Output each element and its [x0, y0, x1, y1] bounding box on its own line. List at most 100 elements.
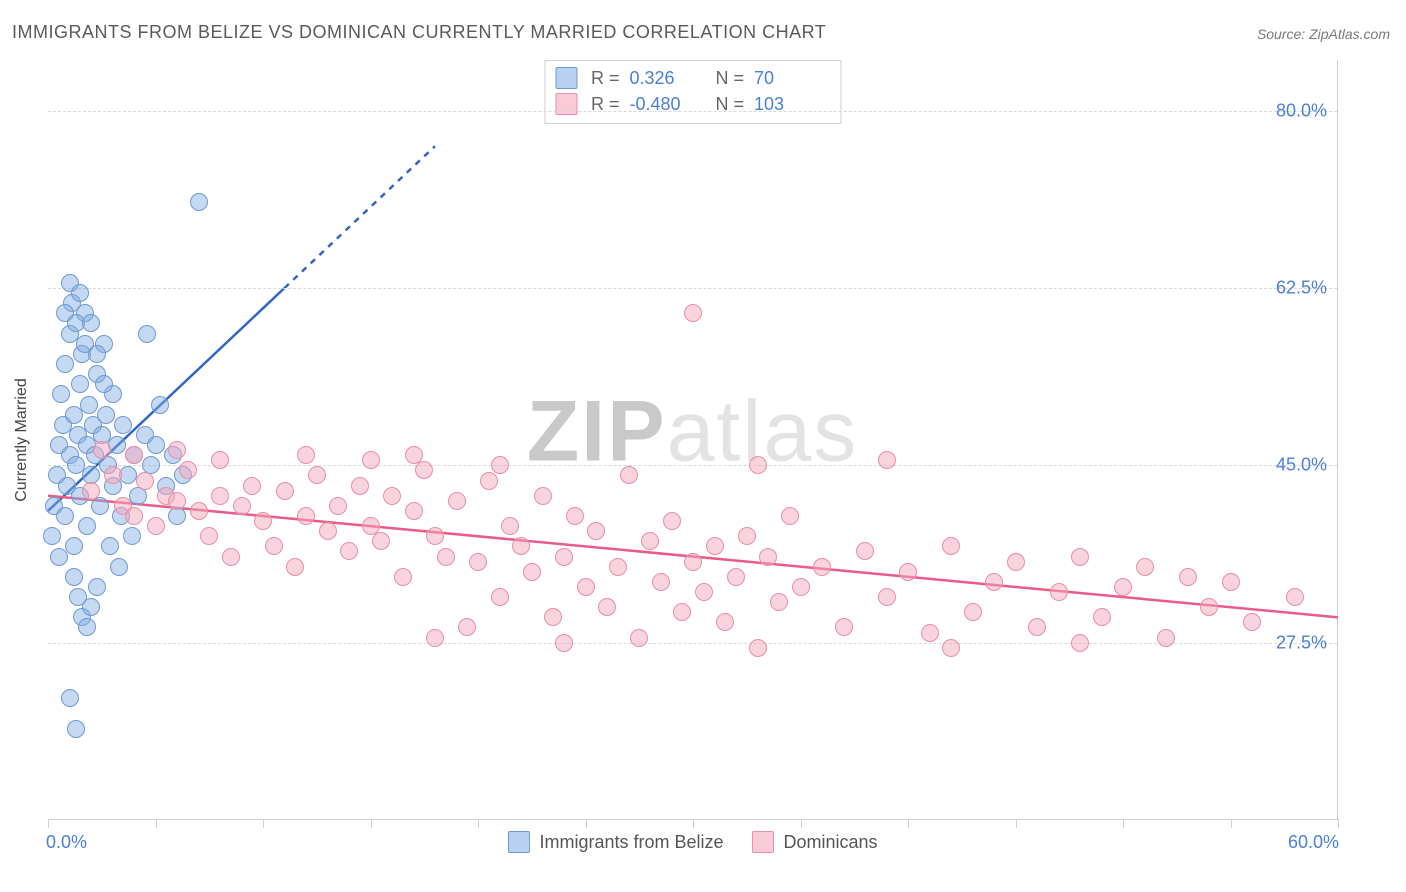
data-point-dominican [265, 537, 283, 555]
data-point-dominican [1136, 558, 1154, 576]
data-point-belize [71, 284, 89, 302]
data-point-belize [43, 527, 61, 545]
data-point-dominican [673, 603, 691, 621]
x-tick [371, 819, 372, 828]
data-point-dominican [125, 507, 143, 525]
data-point-dominican [394, 568, 412, 586]
data-point-belize [56, 507, 74, 525]
data-point-dominican [749, 456, 767, 474]
data-point-dominican [222, 548, 240, 566]
data-point-dominican [308, 466, 326, 484]
data-point-dominican [695, 583, 713, 601]
data-point-dominican [1093, 608, 1111, 626]
data-point-dominican [835, 618, 853, 636]
data-point-dominican [544, 608, 562, 626]
data-point-dominican [372, 532, 390, 550]
x-tick [586, 819, 587, 828]
data-point-dominican [319, 522, 337, 540]
data-point-dominican [501, 517, 519, 535]
data-point-dominican [233, 497, 251, 515]
data-point-belize [97, 406, 115, 424]
data-point-belize [65, 568, 83, 586]
data-point-dominican [641, 532, 659, 550]
data-point-dominican [942, 537, 960, 555]
data-point-dominican [297, 507, 315, 525]
data-point-dominican [1286, 588, 1304, 606]
x-tick [1338, 819, 1339, 828]
source-label: Source: ZipAtlas.com [1257, 26, 1390, 42]
x-tick [48, 819, 49, 828]
x-tick [1231, 819, 1232, 828]
data-point-dominican [405, 446, 423, 464]
data-point-belize [88, 578, 106, 596]
data-point-dominican [211, 487, 229, 505]
x-max-label: 60.0% [1288, 832, 1339, 853]
data-point-dominican [813, 558, 831, 576]
trend-lines-layer [48, 60, 1338, 820]
stat-N-value: 70 [754, 65, 826, 91]
data-point-dominican [93, 441, 111, 459]
x-tick [693, 819, 694, 828]
data-point-dominican [104, 466, 122, 484]
data-point-belize [82, 314, 100, 332]
legend-item-belize: Immigrants from Belize [507, 831, 723, 853]
data-point-dominican [383, 487, 401, 505]
data-point-dominican [770, 593, 788, 611]
data-point-dominican [211, 451, 229, 469]
data-point-belize [78, 618, 96, 636]
stat-R-label: R = [591, 91, 620, 117]
data-point-dominican [1050, 583, 1068, 601]
data-point-belize [190, 193, 208, 211]
data-point-dominican [985, 573, 1003, 591]
data-point-dominican [297, 446, 315, 464]
data-point-dominican [598, 598, 616, 616]
data-point-dominican [942, 639, 960, 657]
data-point-dominican [630, 629, 648, 647]
data-point-belize [114, 416, 132, 434]
data-point-dominican [200, 527, 218, 545]
x-tick [908, 819, 909, 828]
legend-item-dominican: Dominicans [752, 831, 878, 853]
y-axis-label: Currently Married [13, 378, 31, 502]
stats-row-dominican: R = -0.480 N = 103 [555, 91, 826, 117]
data-point-dominican [276, 482, 294, 500]
data-point-dominican [1028, 618, 1046, 636]
data-point-dominican [125, 446, 143, 464]
swatch-pink-icon [555, 93, 577, 115]
data-point-dominican [190, 502, 208, 520]
data-point-dominican [329, 497, 347, 515]
data-point-dominican [179, 461, 197, 479]
data-point-dominican [1114, 578, 1132, 596]
data-point-dominican [437, 548, 455, 566]
x-min-label: 0.0% [46, 832, 87, 853]
data-point-dominican [921, 624, 939, 642]
data-point-dominican [577, 578, 595, 596]
data-point-dominican [727, 568, 745, 586]
data-point-dominican [716, 613, 734, 631]
gridline [48, 643, 1337, 644]
data-point-dominican [1071, 548, 1089, 566]
data-point-dominican [1071, 634, 1089, 652]
data-point-dominican [759, 548, 777, 566]
data-point-dominican [340, 542, 358, 560]
data-point-belize [61, 689, 79, 707]
swatch-blue-icon [555, 67, 577, 89]
data-point-dominican [555, 548, 573, 566]
data-point-dominican [448, 492, 466, 510]
swatch-blue-icon [507, 831, 529, 853]
stats-row-belize: R = 0.326 N = 70 [555, 65, 826, 91]
x-tick [478, 819, 479, 828]
data-point-dominican [792, 578, 810, 596]
data-point-dominican [351, 477, 369, 495]
data-point-dominican [480, 472, 498, 490]
stat-R-value: -0.480 [630, 91, 702, 117]
data-point-dominican [566, 507, 584, 525]
data-point-belize [78, 517, 96, 535]
data-point-belize [80, 396, 98, 414]
stat-N-label: N = [716, 91, 745, 117]
data-point-dominican [534, 487, 552, 505]
data-point-dominican [523, 563, 541, 581]
data-point-dominican [243, 477, 261, 495]
data-point-dominican [555, 634, 573, 652]
data-point-belize [123, 527, 141, 545]
